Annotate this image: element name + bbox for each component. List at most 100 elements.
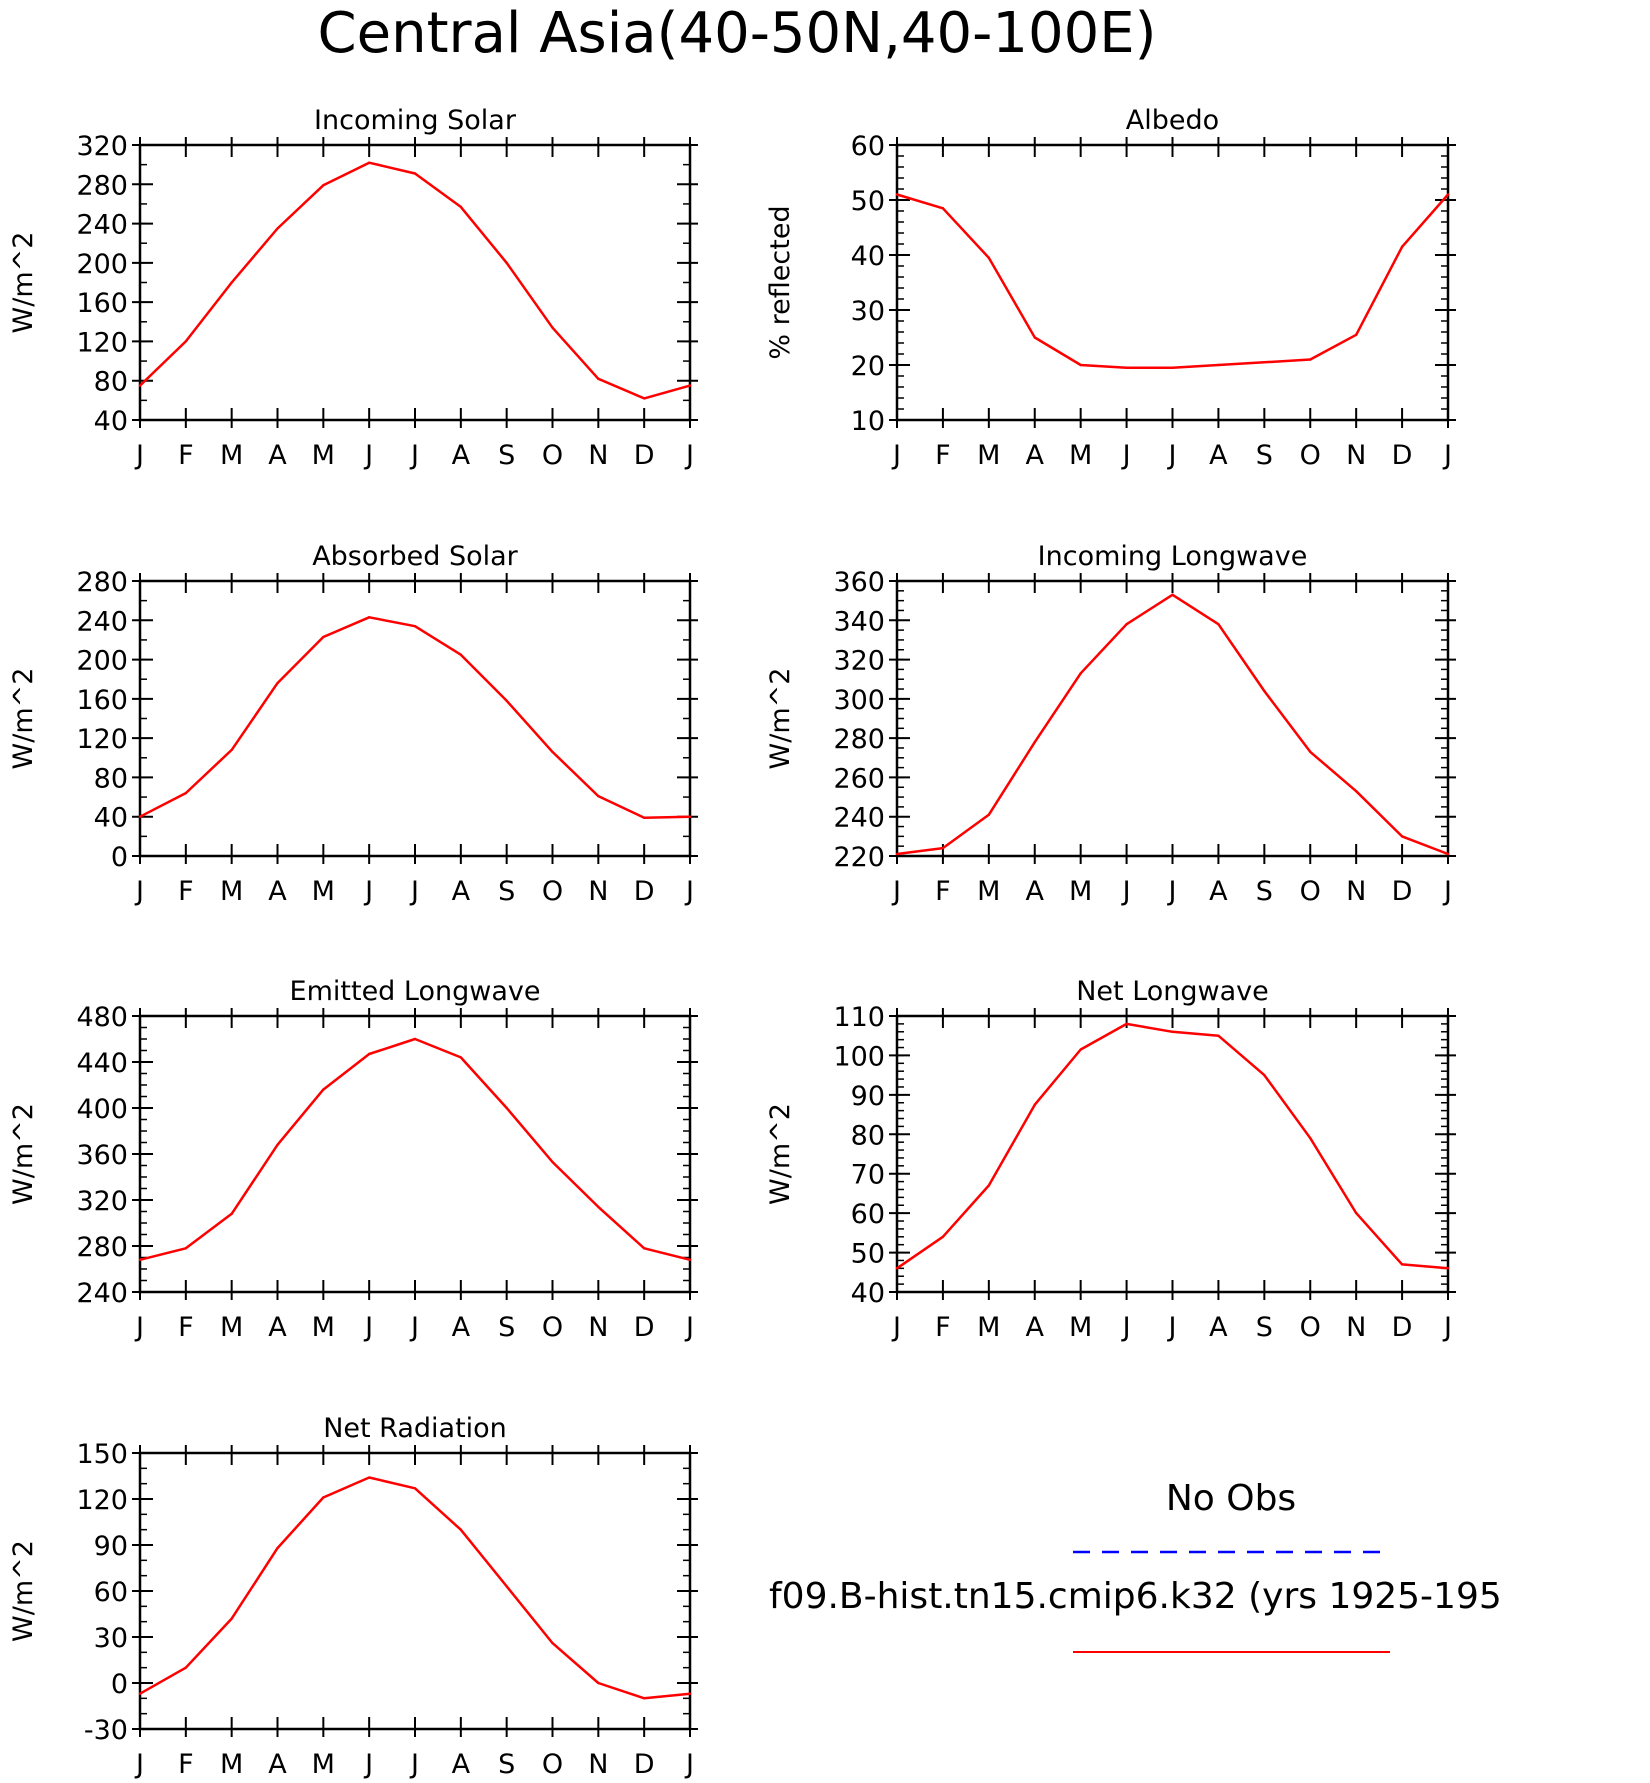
data-point (367, 1476, 371, 1479)
data-point (642, 816, 646, 819)
data-point (1217, 363, 1220, 367)
x-tick-label: O (1300, 876, 1321, 907)
x-tick-label: O (542, 440, 563, 471)
x-tick-label: A (268, 1312, 287, 1343)
data-point (642, 397, 646, 400)
x-tick-label: J (684, 1312, 694, 1343)
x-tick-label: F (935, 876, 951, 907)
data-point (1033, 1103, 1036, 1106)
x-tick-label: A (1209, 1312, 1228, 1343)
x-tick-label: J (891, 876, 901, 907)
y-tick-label: 480 (76, 1002, 128, 1033)
x-tick-label: A (1026, 440, 1045, 471)
x-tick-label: A (268, 876, 287, 907)
x-tick-label: J (409, 440, 419, 471)
y-tick-label: 30 (851, 296, 885, 327)
x-tick-label: M (220, 1749, 243, 1780)
y-tick-label: 160 (76, 685, 128, 716)
x-tick-label: M (312, 1749, 335, 1780)
x-tick-label: J (409, 1749, 419, 1780)
x-tick-label: J (363, 440, 373, 471)
data-point (688, 1258, 692, 1262)
x-tick-label: M (312, 440, 335, 471)
y-tick-label: 30 (94, 1623, 128, 1654)
x-tick-label: J (409, 876, 419, 907)
x-tick-label: N (588, 876, 608, 907)
y-tick-label: 220 (833, 842, 885, 873)
x-tick-label: J (1442, 876, 1452, 907)
y-axis-label: W/m^2 (765, 668, 796, 770)
series-line-1 (896, 193, 1449, 370)
data-point (1263, 1073, 1266, 1077)
x-tick-label: M (977, 876, 1000, 907)
data-point (1354, 1211, 1358, 1215)
y-tick-label: 200 (76, 646, 128, 677)
data-point (597, 377, 600, 380)
x-tick-label: J (1121, 440, 1131, 471)
y-tick-label: 80 (94, 367, 128, 398)
data-point (987, 1184, 991, 1187)
data-point (413, 624, 417, 628)
data-point (895, 852, 899, 856)
data-point (1263, 689, 1266, 693)
data-point (1079, 363, 1082, 367)
x-tick-label: A (452, 1312, 471, 1343)
y-tick-label: 240 (76, 606, 128, 637)
data-point (1125, 623, 1128, 626)
x-tick-label: J (134, 1749, 144, 1780)
data-point (941, 1235, 945, 1239)
data-point (276, 1143, 279, 1147)
x-tick-label: F (178, 876, 194, 907)
y-tick-label: 50 (851, 1239, 885, 1270)
series-line-1 (139, 161, 691, 400)
x-tick-label: O (1300, 1312, 1321, 1343)
data-point (505, 1585, 508, 1588)
data-point (322, 635, 325, 639)
x-tick-label: N (588, 1749, 608, 1780)
data-point (367, 616, 371, 619)
x-tick-label: A (1026, 1312, 1045, 1343)
y-tick-label: -30 (84, 1715, 128, 1746)
x-tick-label: M (977, 1312, 1000, 1343)
data-point (1400, 245, 1404, 248)
series-line-1 (139, 1037, 691, 1262)
y-tick-label: 120 (76, 724, 128, 755)
data-point (138, 1258, 142, 1262)
data-point (230, 1212, 233, 1216)
legend: No Obs f09.B-hist.tn15.cmip6.k32 (yrs 19… (769, 1478, 1502, 1653)
y-tick-label: 40 (94, 406, 128, 437)
data-point (184, 1247, 188, 1250)
series-line-1 (139, 1476, 691, 1700)
y-tick-label: 80 (94, 763, 128, 794)
data-point (941, 207, 945, 210)
data-point (597, 1205, 600, 1209)
x-tick-label: S (1256, 440, 1273, 471)
data-point (1217, 623, 1220, 626)
figure-title: Central Asia(40-50N,40-100E) (318, 1, 1157, 66)
y-tick-label: 360 (833, 567, 885, 598)
x-tick-label: M (220, 440, 243, 471)
data-point (276, 1546, 279, 1550)
y-tick-label: 320 (76, 131, 128, 162)
data-point (367, 161, 371, 164)
data-point (895, 193, 899, 196)
y-tick-label: 440 (76, 1048, 128, 1079)
data-point (551, 1160, 554, 1164)
x-tick-label: J (363, 876, 373, 907)
x-tick-label: A (452, 440, 471, 471)
data-point (1354, 789, 1358, 793)
x-tick-label: O (542, 1749, 563, 1780)
x-tick-label: M (1069, 1312, 1092, 1343)
data-point (1171, 593, 1174, 596)
data-point (1309, 358, 1312, 361)
data-point (1309, 1137, 1312, 1140)
y-tick-label: 40 (94, 803, 128, 834)
data-point (597, 1681, 600, 1685)
data-point (987, 813, 991, 816)
y-tick-label: 150 (76, 1439, 128, 1470)
data-point (184, 791, 188, 795)
